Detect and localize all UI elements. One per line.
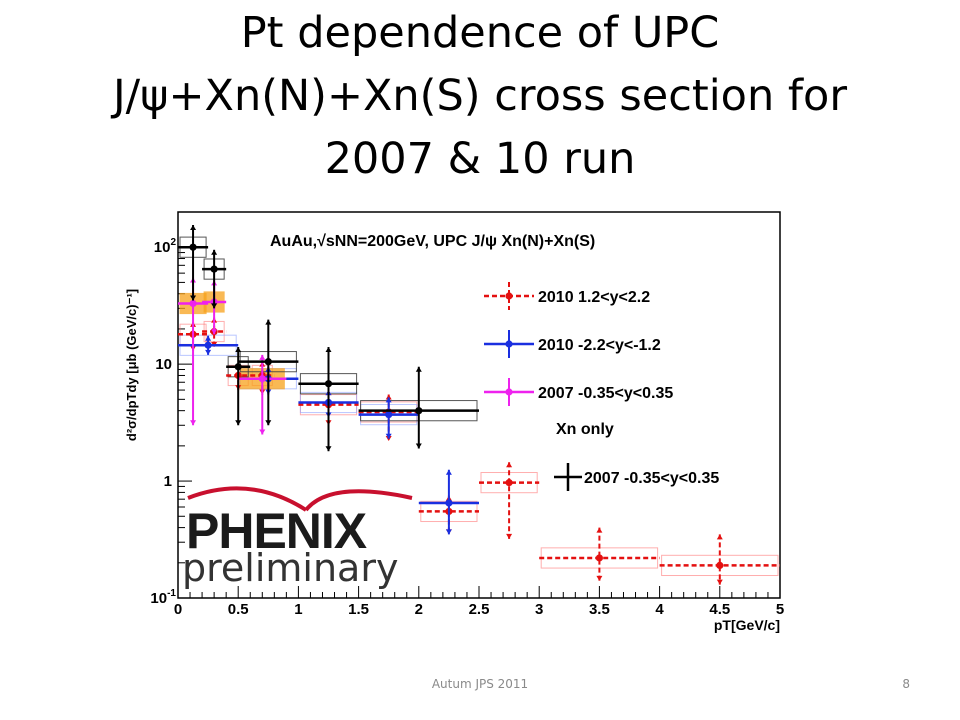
x-tick-label-9: 4.5 (709, 601, 730, 618)
phenix-logo-arc (187, 486, 413, 512)
data-point-s2-0 (189, 299, 197, 308)
legend-marker-0 (505, 292, 513, 300)
error-arrow-low-s3-0 (190, 295, 197, 301)
error-arrow-high-s3-2 (235, 347, 242, 353)
preliminary-label: preliminary (182, 546, 399, 590)
x-tick-label-1: 0.5 (228, 601, 249, 618)
slide-title: Pt dependence of UPC J/ψ+Xn(N)+Xn(S) cro… (0, 2, 960, 191)
error-arrow-low-s0-7 (506, 533, 513, 539)
data-point-s0-8 (595, 554, 604, 562)
legend-label-3: 2007 -0.35<y<0.35 (584, 470, 719, 487)
x-tick-label-7: 3.5 (589, 601, 610, 618)
chart-title: AuAu,√sNN=200GeV, UPC J/ψ Xn(N)+Xn(S) (270, 233, 595, 250)
slide-title-line-2: J/ψ+Xn(N)+Xn(S) cross section for (112, 71, 848, 121)
legend-label-0: 2010 1.2<y<2.2 (538, 289, 650, 306)
y-tick-label-0: 10-1 (150, 588, 176, 607)
error-arrow-low-s3-3 (265, 420, 272, 426)
error-arrow-low-s3-4 (325, 446, 332, 452)
x-tick-label-0: 0 (174, 601, 182, 618)
legend-label-1: 2010 -2.2<y<-1.2 (538, 337, 661, 354)
error-arrow-high-s0-9 (716, 534, 723, 540)
error-arrow-low-s1-4 (445, 529, 452, 535)
slide-title-line-3: 2007 & 10 run (324, 134, 636, 184)
data-point-s3-1 (210, 265, 218, 273)
data-point-s1-0 (204, 341, 212, 349)
y-tick-label-3: 102 (154, 237, 177, 256)
data-point-s0-7 (505, 479, 513, 487)
error-arrow-high-s3-0 (190, 224, 197, 230)
error-arrow-low-s3-1 (211, 303, 218, 309)
error-arrow-low-s0-8 (596, 575, 603, 581)
legend-marker-2 (505, 388, 513, 396)
error-arrow-low-s2-0 (190, 420, 197, 426)
legend-marker-1 (505, 340, 513, 348)
y-axis-label: d²σ/dpTdy [μb (GeV/c)⁻¹] (124, 289, 139, 441)
error-arrow-high-s0-8 (596, 527, 603, 533)
error-arrow-high-s1-3 (385, 397, 392, 403)
x-tick-label-4: 2 (415, 601, 423, 618)
error-arrow-high-s1-4 (445, 469, 452, 475)
data-point-s2-2 (258, 375, 266, 383)
error-arrow-low-s2-2 (259, 429, 266, 435)
data-point-s3-5 (415, 407, 423, 415)
data-point-s1-3 (385, 411, 393, 419)
x-tick-label-2: 1 (294, 601, 302, 618)
data-point-s3-0 (189, 243, 197, 251)
data-point-s3-4 (324, 380, 333, 388)
error-arrow-low-s2-1 (211, 329, 218, 335)
error-arrow-low-s1-3 (385, 433, 392, 439)
error-arrow-high-s3-5 (415, 366, 422, 372)
error-arrow-high-s3-3 (265, 319, 272, 325)
error-arrow-high-s0-7 (506, 462, 513, 468)
error-arrow-high-s0-5 (385, 394, 392, 400)
series-2 (178, 277, 287, 435)
page-number: 8 (902, 677, 910, 691)
error-arrow-high-s3-4 (325, 347, 332, 353)
x-tick-label-3: 1.5 (348, 601, 369, 618)
x-tick-label-5: 2.5 (469, 601, 490, 618)
data-point-s3-2 (234, 363, 242, 371)
legend: 2010 1.2<y<2.2 2010 -2.2<y<-1.2 2007 -0.35… (484, 282, 719, 491)
legend-note: Xn only (556, 421, 614, 438)
error-arrow-low-s0-9 (716, 579, 723, 585)
slide-title-line-1: Pt dependence of UPC (240, 8, 720, 58)
data-point-s0-9 (716, 561, 724, 570)
error-arrow-high-s1-0 (205, 335, 212, 341)
phenix-logo: PHENIX preliminary (180, 478, 420, 596)
data-point-s1-4 (445, 499, 453, 507)
y-tick-label-2: 10 (155, 356, 172, 373)
series-3 (178, 224, 479, 452)
error-arrow-high-s2-2 (259, 354, 266, 360)
phenix-wordmark: PHENIX (186, 503, 367, 559)
x-tick-label-8: 4 (655, 601, 664, 618)
error-arrow-high-s3-1 (211, 249, 218, 255)
legend-label-2: 2007 -0.35<y<0.35 (538, 385, 673, 402)
footer-text: Autum JPS 2011 (431, 677, 529, 691)
y-tick-label-1: 1 (164, 473, 172, 490)
error-arrow-low-s3-2 (235, 420, 242, 426)
x-axis-label: pT[GeV/c] (714, 617, 780, 633)
x-tick-label-10: 5 (776, 601, 784, 618)
error-arrow-low-s3-5 (415, 443, 422, 449)
data-point-s3-3 (264, 358, 272, 366)
error-arrow-low-s1-0 (205, 349, 212, 355)
x-tick-label-6: 3 (535, 601, 543, 618)
